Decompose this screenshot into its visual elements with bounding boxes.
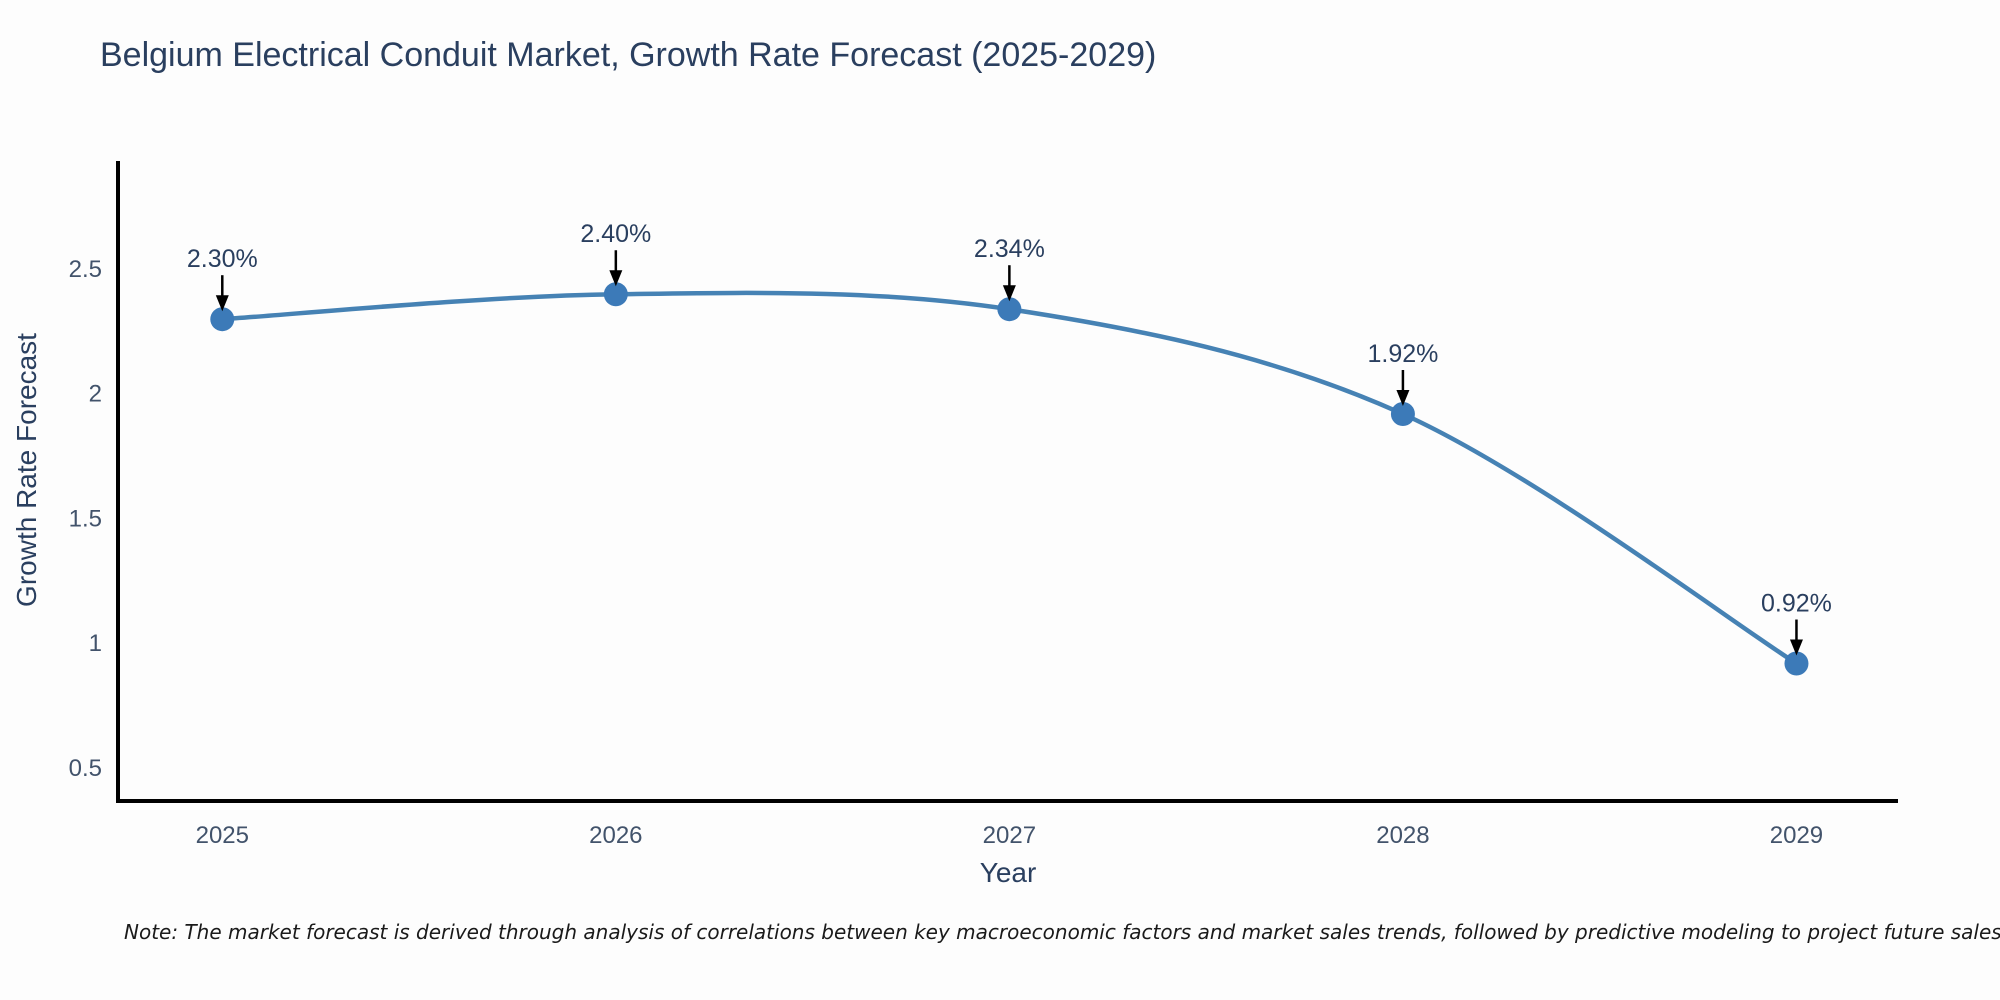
- x-tick-label: 2025: [196, 822, 249, 849]
- data-point[interactable]: [1390, 402, 1415, 427]
- annotation-arrowhead-icon: [1789, 639, 1803, 656]
- y-tick-label: 0.5: [69, 755, 102, 782]
- point-value-label: 0.92%: [1761, 590, 1832, 618]
- y-tick-label: 1.5: [69, 505, 102, 532]
- y-tick-label: 2: [89, 381, 102, 408]
- y-tick-label: 2.5: [69, 256, 102, 283]
- data-point[interactable]: [603, 282, 628, 307]
- point-value-label: 2.34%: [974, 235, 1045, 263]
- annotation-arrowhead-icon: [609, 270, 623, 287]
- trend-line: [220, 290, 1799, 666]
- x-tick-label: 2028: [1376, 822, 1429, 849]
- x-tick-label: 2029: [1770, 822, 1823, 849]
- point-value-label: 2.30%: [187, 245, 258, 273]
- annotation-arrowhead-icon: [1396, 390, 1410, 407]
- footnote: Note: The market forecast is derived thr…: [124, 920, 2000, 944]
- x-tick-label: 2027: [983, 822, 1036, 849]
- point-value-label: 2.40%: [580, 220, 651, 248]
- annotation-arrowhead-icon: [215, 295, 229, 312]
- annotation-arrowhead-icon: [1002, 285, 1016, 302]
- data-point[interactable]: [210, 307, 235, 332]
- point-value-label: 1.92%: [1367, 340, 1438, 368]
- x-axis-title: Year: [979, 857, 1037, 888]
- chart-title: Belgium Electrical Conduit Market, Growt…: [100, 36, 1157, 74]
- data-point[interactable]: [997, 297, 1022, 322]
- y-tick-label: 1: [89, 630, 102, 657]
- x-tick-label: 2026: [589, 822, 642, 849]
- data-point[interactable]: [1784, 651, 1809, 676]
